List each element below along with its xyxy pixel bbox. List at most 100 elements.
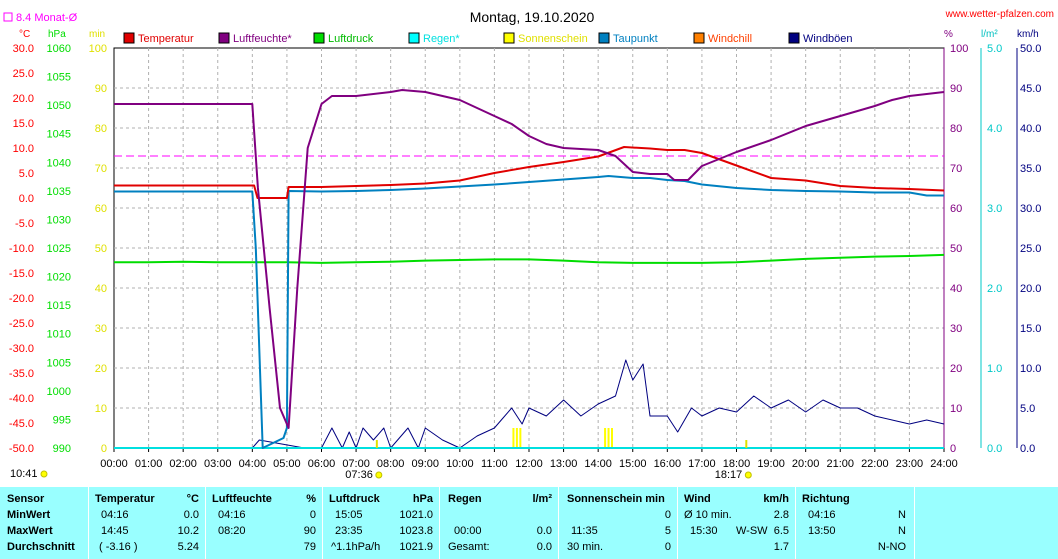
unit-percent: %	[944, 29, 953, 40]
stats-rain-avg-note: Gesamt:	[448, 541, 490, 553]
tick-label-temperature: 10.0	[13, 143, 34, 155]
stats-wind-max-val: 6.5	[773, 525, 789, 537]
stats-hum-min-time: 04:16	[218, 509, 246, 521]
tick-label-percent: 90	[950, 83, 962, 95]
tick-label-percent: 50	[950, 243, 962, 255]
stats-rain-avg-val: 0.0	[536, 541, 552, 553]
tick-label-wind: 15.0	[1020, 323, 1041, 335]
tick-label-percent: 100	[950, 43, 968, 55]
tick-label-minutes: 30	[95, 323, 107, 335]
tick-label-wind: 50.0	[1020, 43, 1041, 55]
tick-label-pressure: 1000	[47, 386, 71, 398]
stats-press-max-val: 1023.8	[399, 525, 433, 537]
stats-wind-max-dir: W-SW	[736, 525, 768, 537]
tick-label-pressure: 1035	[47, 186, 71, 198]
tick-label-percent: 40	[950, 283, 962, 295]
sunshine-bar	[519, 428, 522, 448]
tick-label-temperature: -30.0	[9, 343, 34, 355]
stats-press-avg-note: ^1.1hPa/h	[331, 541, 381, 553]
stats-min-label: MinWert	[7, 509, 51, 521]
tick-label-percent: 20	[950, 363, 962, 375]
tick-label-temperature: -40.0	[9, 393, 34, 405]
stats-temp-title: Temperatur	[95, 493, 155, 505]
tick-label-time: 22:00	[861, 458, 889, 470]
stats-sun-title: Sonnenschein min	[567, 493, 665, 505]
tick-label-temperature: -15.0	[9, 268, 34, 280]
stats-sun-avg-val: 0	[664, 541, 671, 553]
tick-label-percent: 0	[950, 443, 956, 455]
unit-temperature: °C	[19, 29, 30, 40]
legend: Temperatur Luftfeuchte* Luftdruck Regen*…	[123, 32, 853, 45]
tick-label-temperature: -35.0	[9, 368, 34, 380]
stats-col-direction: Richtung 04:16 N 13:50 N N-NO	[796, 487, 915, 559]
series-line-temperatur	[114, 146, 945, 199]
tick-label-pressure: 1055	[47, 72, 71, 84]
tick-label-pressure: 1040	[47, 157, 71, 169]
stats-hum-min-val: 0	[309, 509, 316, 521]
weather-chart: 8.4 Monat-Ø Montag, 19.10.2020 www.wette…	[3, 9, 1054, 481]
stats-temp-min-val: 0.0	[183, 509, 199, 521]
tick-label-temperature: 20.0	[13, 93, 34, 105]
stats-rain-title: Regen	[448, 493, 482, 505]
sunshine-bar	[607, 428, 610, 448]
stats-hum-max-val: 90	[303, 525, 316, 537]
stats-sun-max-val: 5	[664, 525, 671, 537]
tick-label-temperature: -10.0	[9, 243, 34, 255]
tick-label-time: 14:00	[584, 458, 612, 470]
legend-label-windchill: Windchill	[708, 33, 752, 45]
tick-label-minutes: 70	[95, 163, 107, 175]
stats-temp-unit: °C	[186, 493, 199, 505]
tick-label-rain: 0.0	[987, 443, 1002, 455]
tick-label-minutes: 100	[89, 43, 107, 55]
stats-press-max-time: 23:35	[335, 525, 363, 537]
stats-col-rain: Regen l/m² 00:00 0.0 Gesamt: 0.0	[440, 487, 559, 559]
tick-label-pressure: 1005	[47, 357, 71, 369]
stats-sun-max-time: 11:35	[571, 525, 598, 537]
series	[114, 89, 945, 449]
tick-label-pressure: 1020	[47, 272, 71, 284]
stats-sun-avg-note: 30 min.	[567, 541, 604, 553]
series-line-taupunkt	[114, 175, 944, 449]
chart-title: Montag, 19.10.2020	[470, 9, 595, 25]
stats-sun-min-val: 0	[664, 509, 671, 521]
stats-rain-unit: l/m²	[532, 493, 552, 505]
stats-wind-title: Wind	[684, 493, 711, 505]
stats-wind-unit: km/h	[763, 493, 789, 505]
tick-label-pressure: 1045	[47, 129, 71, 141]
stats-rain-max-val: 0.0	[536, 525, 552, 537]
tick-label-pressure: 1010	[47, 329, 71, 341]
legend-swatch-sonnenschein	[503, 32, 515, 44]
tick-label-temperature: 25.0	[13, 68, 34, 80]
tick-label-percent: 80	[950, 123, 962, 135]
tick-label-pressure: 1050	[47, 100, 71, 112]
tick-label-rain: 2.0	[987, 283, 1002, 295]
legend-swatch-luftfeuchte	[218, 32, 230, 44]
tick-label-time: 10:00	[446, 458, 474, 470]
stats-temp-min-time: 04:16	[101, 509, 129, 521]
stats-wind-max-time: 15:30	[690, 525, 718, 537]
stats-rain-max-time: 00:00	[454, 525, 482, 537]
sunrise-label: 07:36	[345, 469, 373, 481]
tick-label-temperature: -45.0	[9, 418, 34, 430]
stats-hum-title: Luftfeuchte	[212, 493, 272, 505]
tick-label-wind: 45.0	[1020, 83, 1041, 95]
legend-label-windboeen: Windböen	[803, 33, 853, 45]
sunset-label: 18:17	[715, 469, 743, 481]
tick-label-percent: 10	[950, 403, 962, 415]
tick-label-time: 20:00	[792, 458, 820, 470]
sunshine-bar	[604, 428, 607, 448]
tick-label-percent: 70	[950, 163, 962, 175]
tick-label-minutes: 20	[95, 363, 107, 375]
tick-label-rain: 3.0	[987, 203, 1002, 215]
stats-dir-max-val: N	[898, 525, 906, 537]
tick-label-time: 13:00	[550, 458, 578, 470]
unit-minutes: min	[89, 29, 105, 40]
tick-label-wind: 25.0	[1020, 243, 1041, 255]
axes: 30.0 25.0 20.0 15.0 10.0 5.0 0.0 -5.0 -10.0 -15.0…	[9, 43, 1042, 470]
stats-sensor-header: Sensor	[7, 493, 45, 505]
tick-label-minutes: 10	[95, 403, 107, 415]
tick-label-wind: 0.0	[1020, 443, 1035, 455]
legend-swatch-windboeen	[788, 32, 800, 44]
tick-label-time: 18:00	[723, 458, 751, 470]
stats-temp-avg-note: ( -3.16 )	[99, 541, 138, 553]
